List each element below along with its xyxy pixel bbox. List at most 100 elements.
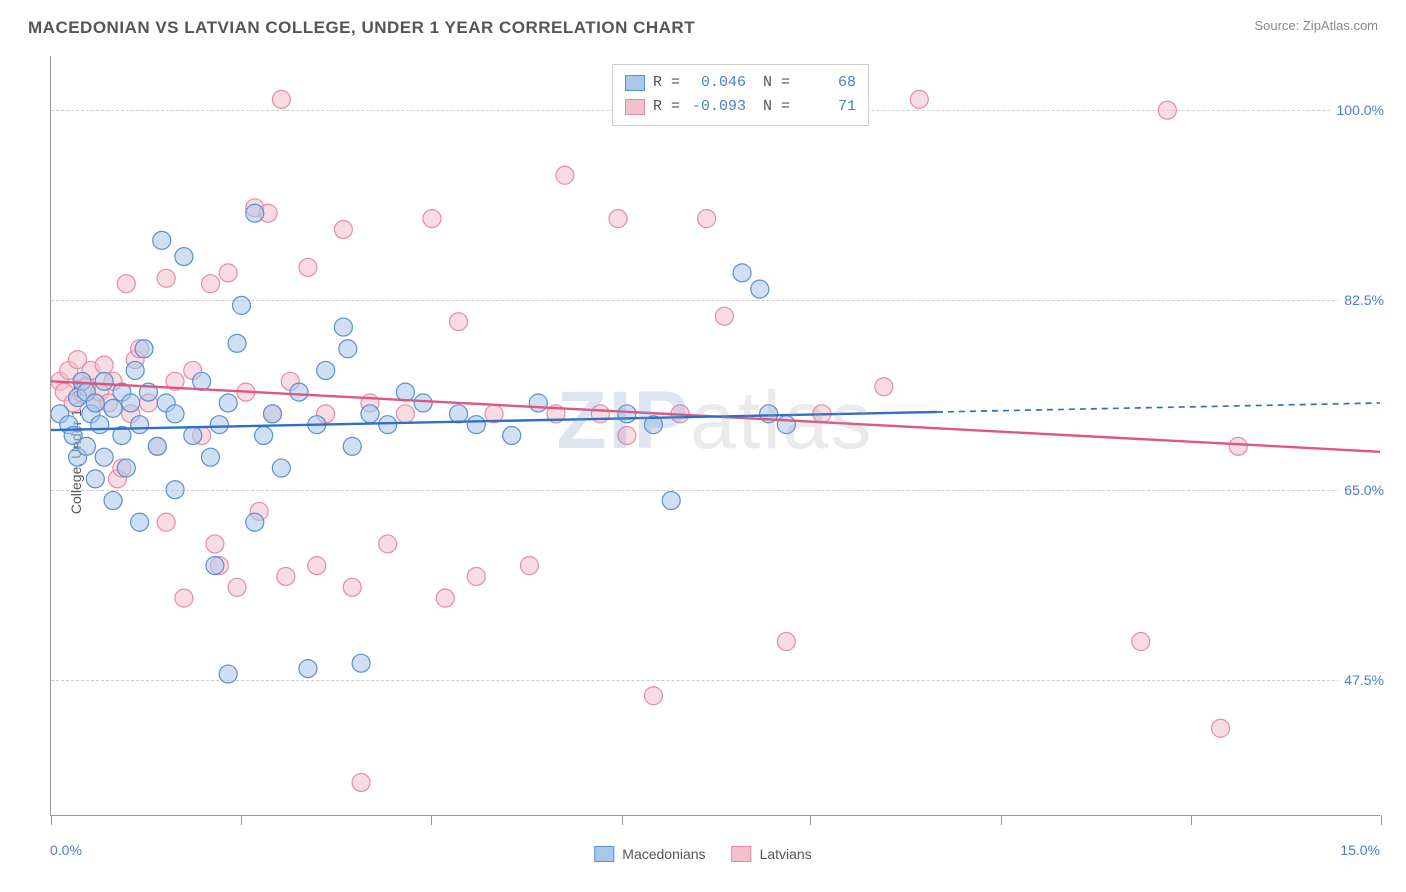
data-point (91, 416, 109, 434)
data-point (299, 660, 317, 678)
data-point (379, 416, 397, 434)
data-point (467, 567, 485, 585)
n-value-latvians: 71 (798, 95, 856, 119)
data-point (246, 204, 264, 222)
data-point (210, 416, 228, 434)
plot-svg (51, 56, 1380, 815)
data-point (317, 361, 335, 379)
data-point (1212, 719, 1230, 737)
data-point (228, 578, 246, 596)
data-point (308, 557, 326, 575)
data-point (148, 437, 166, 455)
data-point (117, 459, 135, 477)
x-tick (1001, 815, 1002, 825)
legend-label-latvians: Latvians (760, 846, 812, 862)
data-point (662, 492, 680, 510)
data-point (609, 210, 627, 228)
data-point (219, 665, 237, 683)
x-tick (810, 815, 811, 825)
data-point (875, 378, 893, 396)
data-point (334, 318, 352, 336)
x-tick (241, 815, 242, 825)
x-tick (1381, 815, 1382, 825)
data-point (131, 513, 149, 531)
data-point (299, 258, 317, 276)
swatch-macedonians (625, 75, 645, 91)
data-point (556, 166, 574, 184)
data-point (503, 427, 521, 445)
data-point (95, 448, 113, 466)
data-point (379, 535, 397, 553)
data-point (290, 383, 308, 401)
data-point (228, 334, 246, 352)
r-label: R = (653, 71, 680, 95)
data-point (201, 448, 219, 466)
chart-source: Source: ZipAtlas.com (1254, 18, 1378, 33)
data-point (86, 470, 104, 488)
data-point (352, 654, 370, 672)
data-point (193, 372, 211, 390)
data-point (122, 394, 140, 412)
data-point (246, 513, 264, 531)
data-point (396, 405, 414, 423)
data-point (153, 231, 171, 249)
x-tick (622, 815, 623, 825)
data-point (414, 394, 432, 412)
data-point (777, 416, 795, 434)
n-label: N = (754, 71, 790, 95)
data-point (219, 264, 237, 282)
data-point (264, 405, 282, 423)
data-point (777, 633, 795, 651)
r-label: R = (653, 95, 680, 119)
data-point (126, 361, 144, 379)
plot-region: 47.5%65.0%82.5%100.0% (50, 56, 1380, 816)
data-point (166, 481, 184, 499)
data-point (104, 399, 122, 417)
data-point (219, 394, 237, 412)
data-point (272, 90, 290, 108)
data-point (131, 416, 149, 434)
data-point (184, 427, 202, 445)
correlation-legend: R = 0.046 N = 68 R = -0.093 N = 71 (612, 64, 869, 126)
data-point (343, 578, 361, 596)
data-point (751, 280, 769, 298)
data-point (396, 383, 414, 401)
data-point (77, 437, 95, 455)
data-point (206, 535, 224, 553)
data-point (1229, 437, 1247, 455)
data-point (1158, 101, 1176, 119)
data-point (1132, 633, 1150, 651)
n-value-macedonians: 68 (798, 71, 856, 95)
series-legend: Macedonians Latvians (594, 846, 811, 862)
data-point (157, 513, 175, 531)
data-point (95, 372, 113, 390)
data-point (467, 416, 485, 434)
swatch-macedonians-icon (594, 846, 614, 862)
data-point (352, 773, 370, 791)
data-point (201, 275, 219, 293)
data-point (698, 210, 716, 228)
data-point (334, 220, 352, 238)
data-point (910, 90, 928, 108)
data-point (86, 394, 104, 412)
legend-item-macedonians: Macedonians (594, 846, 705, 862)
chart-area: 47.5%65.0%82.5%100.0% ZIPatlas (50, 56, 1380, 816)
data-point (232, 296, 250, 314)
data-point (166, 405, 184, 423)
data-point (618, 405, 636, 423)
data-point (644, 687, 662, 705)
legend-row-macedonians: R = 0.046 N = 68 (625, 71, 856, 95)
swatch-latvians (625, 99, 645, 115)
swatch-latvians-icon (732, 846, 752, 862)
data-point (618, 427, 636, 445)
data-point (715, 307, 733, 325)
legend-row-latvians: R = -0.093 N = 71 (625, 95, 856, 119)
data-point (117, 275, 135, 293)
data-point (206, 557, 224, 575)
n-label: N = (754, 95, 790, 119)
data-point (423, 210, 441, 228)
r-value-latvians: -0.093 (688, 95, 746, 119)
x-axis-min-label: 0.0% (50, 842, 82, 858)
data-point (450, 405, 468, 423)
data-point (175, 248, 193, 266)
